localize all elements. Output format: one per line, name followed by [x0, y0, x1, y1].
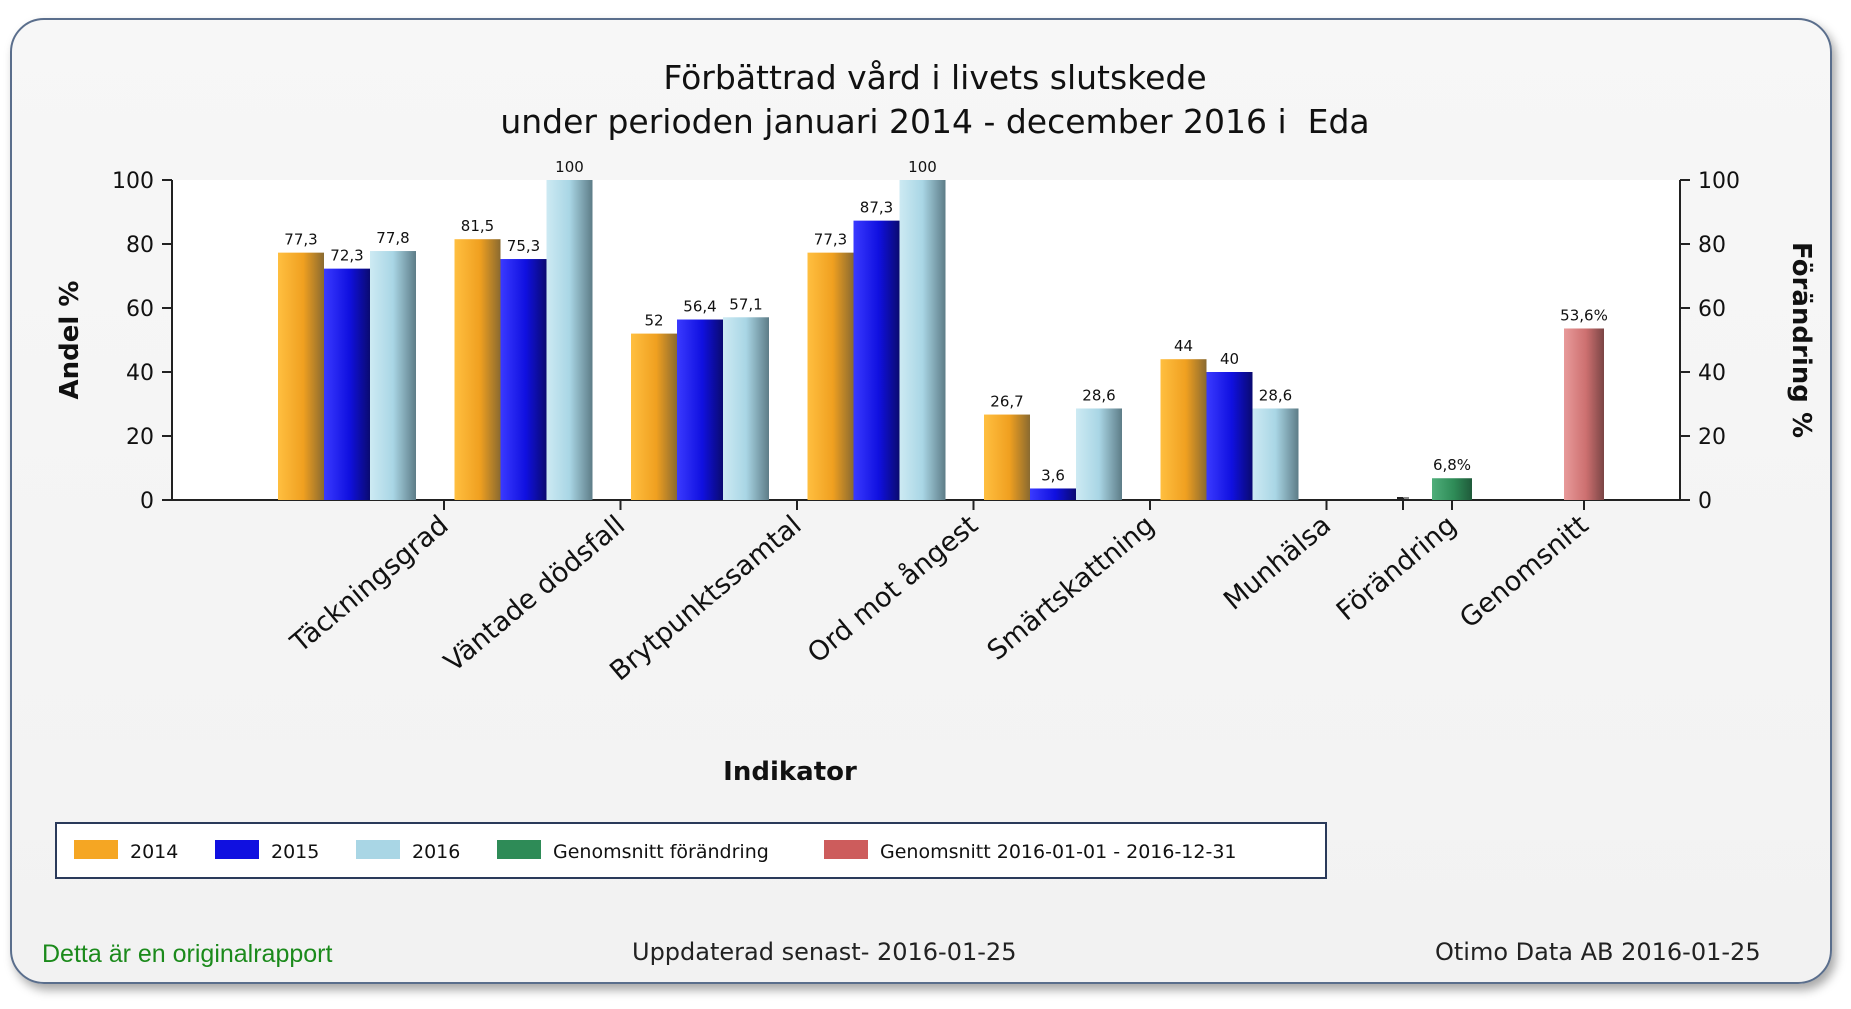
x-tick-label: Förändring — [1331, 510, 1463, 627]
y-axis-title-left: Andel % — [55, 281, 85, 400]
x-tick-label: Brytpunktssamtal — [604, 510, 807, 688]
x-axis-title: Indikator — [723, 757, 857, 787]
legend-swatch — [215, 840, 259, 859]
bar-value-label: 40 — [1220, 350, 1239, 368]
bar-2015 — [1206, 372, 1253, 500]
chart-subtitle: under perioden januari 2014 - december 2… — [500, 102, 1369, 141]
bar-2016 — [546, 180, 593, 500]
bar-value-label: 77,8 — [376, 229, 409, 247]
legend-swatch — [497, 840, 541, 859]
x-tick-label: Smärtskattning — [982, 510, 1161, 667]
bar-Genomsnitt — [1564, 328, 1604, 500]
y-tick-label-left: 0 — [140, 489, 154, 514]
y-tick-label-left: 40 — [126, 361, 154, 386]
bar-2015 — [324, 268, 370, 500]
bar-value-label: 28,6 — [1082, 386, 1115, 404]
bar-2016 — [899, 180, 946, 500]
bar-2014 — [631, 333, 677, 500]
bar-2014 — [454, 239, 501, 500]
y-ticks-left: 0 20 40 60 80 100 — [112, 169, 172, 514]
bar-value-label: 81,5 — [461, 217, 494, 235]
y-tick-label-left: 20 — [126, 425, 154, 450]
bar-value-label: 87,3 — [860, 199, 893, 217]
y-tick-label-right: 100 — [1698, 169, 1740, 194]
bar-2015 — [853, 220, 900, 500]
footer-vendor: Otimo Data AB 2016-01-25 — [1435, 938, 1761, 966]
bar-value-label: 28,6 — [1259, 386, 1292, 404]
bar-2016 — [723, 317, 769, 500]
bars — [278, 180, 1604, 500]
bar-2014 — [807, 252, 854, 500]
bar-value-label: 57,1 — [729, 295, 762, 313]
bar-value-label: 100 — [555, 158, 584, 176]
bar-labels: 77,3 72,3 77,8 81,5 75,3 100 52 56,4 57,1 77,3 87,… — [284, 158, 1608, 484]
bar-2015 — [1030, 488, 1076, 500]
bar-value-label: 26,7 — [990, 393, 1023, 411]
chart-title: Förbättrad vård i livets slutskede — [663, 58, 1206, 97]
x-tick-label: Munhälsa — [1218, 510, 1337, 617]
bar-2016 — [370, 251, 416, 500]
bar-2016 — [1252, 408, 1299, 500]
bar-value-label: 72,3 — [330, 247, 363, 265]
legend-swatch — [356, 840, 400, 859]
y-tick-label-right: 20 — [1698, 425, 1726, 450]
legend-box — [55, 822, 1327, 879]
bar-value-label: 75,3 — [507, 237, 540, 255]
bar-2014 — [1160, 359, 1207, 500]
legend-label: Genomsnitt förändring — [553, 841, 769, 863]
bar-value-label: 100 — [908, 158, 937, 176]
y-ticks-right: 0 20 40 60 80 100 — [1680, 169, 1740, 514]
legend-swatch — [74, 840, 118, 859]
y-axis-title-right: Förändring % — [1786, 242, 1816, 438]
bar-value-label: 56,4 — [683, 298, 716, 316]
y-tick-label-right: 40 — [1698, 361, 1726, 386]
y-tick-label-left: 80 — [126, 233, 154, 258]
y-tick-label-right: 80 — [1698, 233, 1726, 258]
bar-value-label: 77,3 — [284, 231, 317, 249]
bar-value-label: 3,6 — [1041, 466, 1065, 484]
legend-label: 2016 — [412, 841, 460, 863]
bar-value-label: 53,6% — [1560, 306, 1608, 324]
x-tick-label: Ord mot ångest — [802, 510, 984, 670]
legend-swatch — [824, 840, 868, 859]
legend-label: 2015 — [271, 841, 319, 863]
bar-2014 — [984, 414, 1030, 500]
bar-value-label: 6,8% — [1433, 456, 1471, 474]
y-tick-label-left: 100 — [112, 169, 154, 194]
bar-value-label: 52 — [644, 312, 663, 330]
bar-value-label: 77,3 — [814, 231, 847, 249]
footer-original-report: Detta är en originalrapport — [42, 940, 333, 968]
x-tick-label: Täckningsgrad — [284, 510, 454, 660]
bar-2014 — [278, 252, 324, 500]
y-tick-label-right: 0 — [1698, 489, 1712, 514]
legend: 2014 2015 2016 Genomsnitt förändring Genomsn… — [74, 840, 1237, 863]
bar-2015 — [677, 319, 723, 500]
x-tick-label: Väntade dödsfall — [438, 510, 631, 679]
bar-Förändring — [1432, 478, 1472, 500]
y-tick-label-right: 60 — [1698, 297, 1726, 322]
footer-updated-date: Uppdaterad senast- 2016-01-25 — [632, 938, 1017, 966]
x-tick-label: Genomsnitt — [1454, 510, 1594, 635]
bar-2015 — [500, 259, 547, 500]
bar-2016 — [1076, 408, 1122, 500]
bar-value-label: 44 — [1174, 337, 1193, 355]
y-tick-label-left: 60 — [126, 297, 154, 322]
legend-label: Genomsnitt 2016-01-01 - 2016-12-31 — [880, 841, 1237, 863]
legend-label: 2014 — [130, 841, 178, 863]
